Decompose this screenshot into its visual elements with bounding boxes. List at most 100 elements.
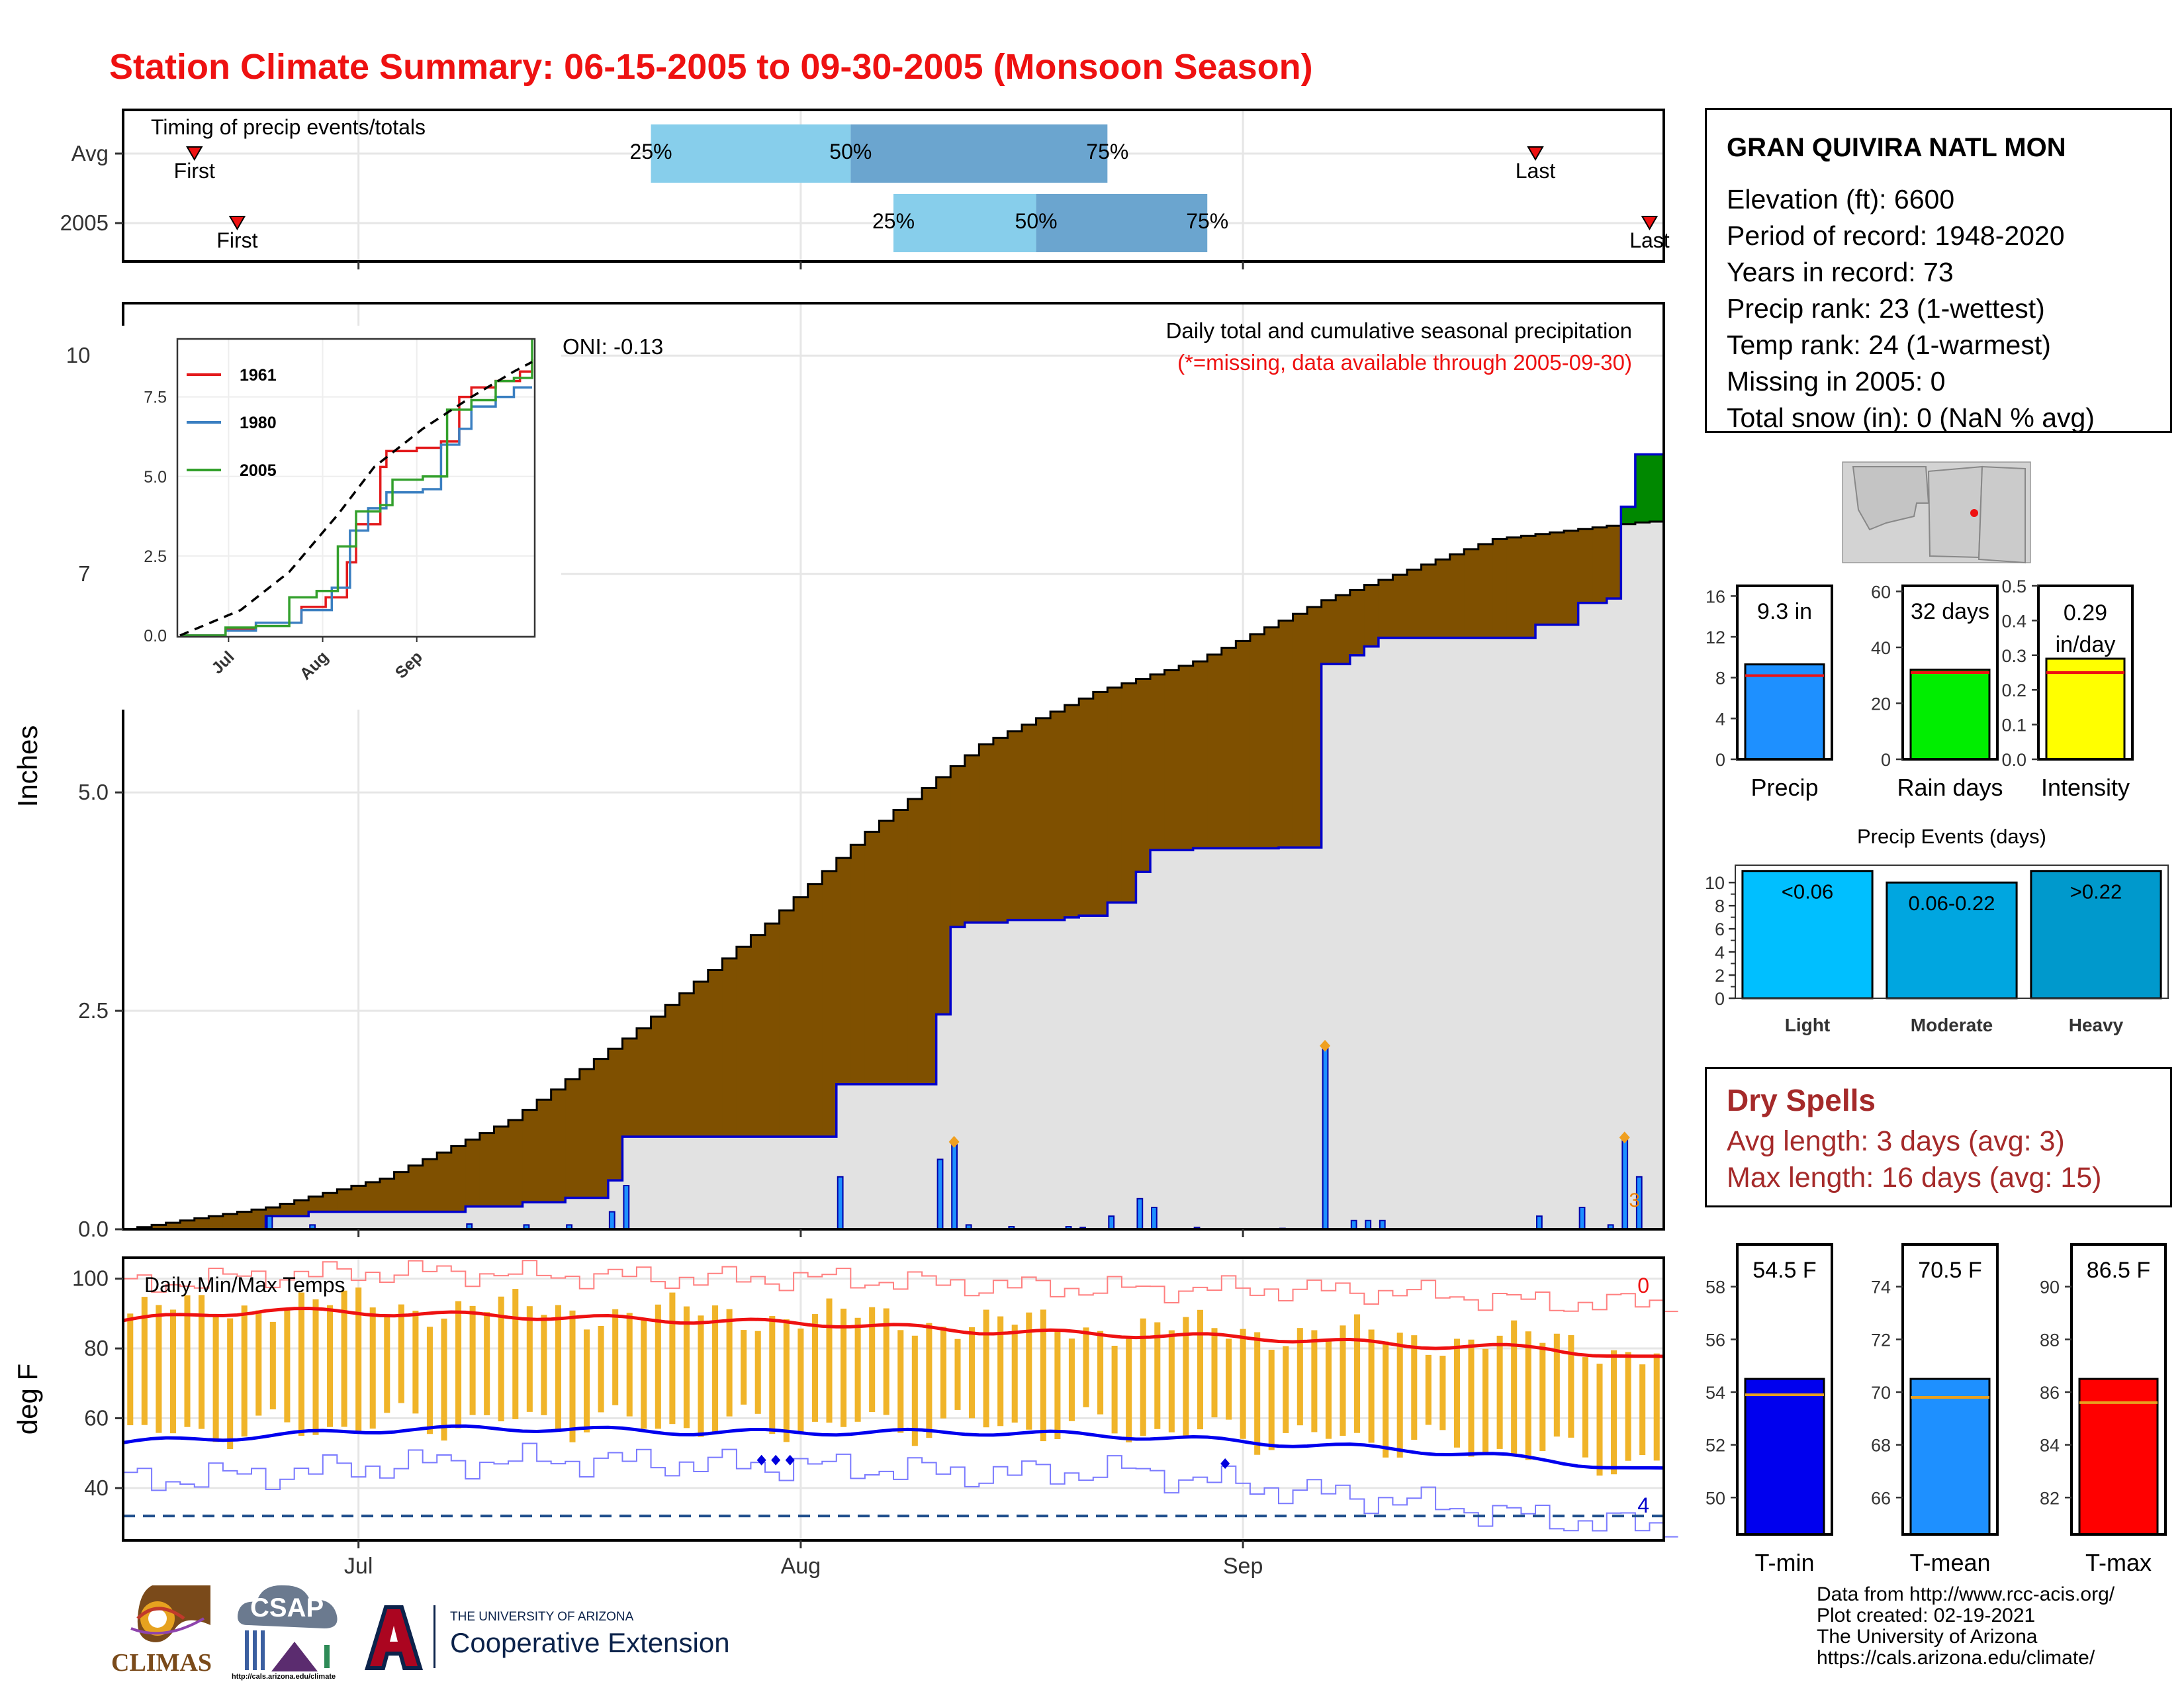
daily-temp-range-bar [441, 1318, 447, 1441]
season-total-value-label: 0.29 [2064, 600, 2107, 626]
deficit-area [422, 1158, 438, 1212]
season-total-ytick-label: 40 [1871, 638, 1891, 658]
precip-events-ytick-label: 4 [1715, 943, 1725, 962]
season-total-ytick-label: 0.5 [2001, 577, 2026, 596]
daily-temp-range-bar [1040, 1309, 1046, 1442]
cumulative-base-area [1036, 919, 1051, 1229]
deficit-area [779, 910, 794, 1137]
cumulative-base-area [722, 1137, 737, 1229]
cumulative-base-area [394, 1211, 409, 1229]
cumulative-base-area [1136, 872, 1151, 1229]
deficit-area [180, 1220, 195, 1229]
cumulative-base-area [665, 1137, 680, 1229]
deficit-area [308, 1196, 324, 1212]
daily-precip-bar [1578, 1207, 1586, 1231]
deficit-area [1364, 585, 1379, 647]
station-years: Years in record: 73 [1727, 257, 1954, 287]
cumulative-base-area [1592, 602, 1608, 1229]
inset-series-1980 [180, 386, 532, 637]
daily-temp-range-bar [1011, 1325, 1018, 1423]
season-total-ytick-label: 0 [1881, 750, 1891, 770]
cumulative-base-area [565, 1197, 580, 1229]
deficit-area [522, 1109, 537, 1203]
quartile-bar-50-75 [850, 124, 1108, 183]
surplus-area [1649, 454, 1664, 522]
daily-temp-range-bar [897, 1330, 904, 1433]
cumulative-base-area [807, 1137, 823, 1229]
station-missing: Missing in 2005: 0 [1727, 366, 1946, 397]
cumulative-base-area [579, 1197, 595, 1229]
daily-temp-range-bar [741, 1330, 747, 1405]
deficit-area [893, 810, 909, 1084]
climas-logo: CLIMAS [111, 1579, 217, 1685]
deficit-area [836, 858, 852, 1084]
deficit-area [594, 1058, 609, 1198]
daily-precip-bar [1136, 1197, 1144, 1231]
cumulative-base-area [850, 1084, 866, 1229]
quartile-label-25: 25% [872, 209, 915, 233]
cumulative-base-area [864, 1084, 880, 1229]
deficit-area [1250, 634, 1265, 849]
deficit-area [222, 1213, 238, 1229]
daily-temp-range-bar [1582, 1357, 1588, 1458]
inset-background [91, 326, 561, 710]
daily-precip-bar [837, 1176, 844, 1230]
deficit-area [1521, 536, 1536, 638]
deficit-area [365, 1182, 381, 1212]
deficit-area [1022, 724, 1037, 920]
deficit-area [1007, 731, 1023, 920]
observed-cumulative-line [123, 453, 1664, 1231]
cumulative-base-area [1378, 637, 1394, 1229]
cumulative-base-area [1050, 919, 1066, 1229]
cumulative-base-area [1221, 848, 1237, 1229]
daily-temp-range-bar [854, 1317, 861, 1422]
ua-small-text: THE UNIVERSITY OF ARIZONA [450, 1610, 634, 1624]
cumulative-base-area [1193, 848, 1208, 1229]
precip-event-bar-label: <0.06 [1782, 880, 1833, 904]
daily-temp-range-bar [184, 1295, 191, 1427]
daily-temp-range-bar [641, 1320, 647, 1429]
daily-temp-range-bar [426, 1327, 433, 1434]
season-total-panel-frame [1736, 585, 1833, 761]
daily-temp-range-bar [983, 1309, 989, 1428]
event-marker-label-last: Last [1516, 159, 1556, 183]
deficit-area [1179, 665, 1194, 851]
deficit-area [351, 1186, 367, 1212]
daily-temp-range-bar [1453, 1338, 1460, 1448]
cumulative-base-area [1492, 637, 1508, 1229]
temp-summary-xlabel: T-mean [1909, 1549, 1990, 1576]
deficit-area [165, 1223, 181, 1229]
cumulative-base-area [993, 922, 1009, 1229]
daily-temp-range-bar [1240, 1329, 1246, 1439]
inset-series-2005 [180, 340, 533, 637]
season-total-ytick-label: 0.4 [2001, 611, 2026, 631]
cumulative-base-area [479, 1206, 495, 1229]
season-total-value-bar [2045, 657, 2126, 761]
daily-temp-range-bar [1140, 1318, 1146, 1436]
deficit-area [1307, 607, 1322, 848]
event-marker-first [186, 146, 203, 161]
deficit-area [651, 1016, 666, 1137]
daily-temp-range-bar [1197, 1309, 1203, 1430]
station-name: GRAN QUIVIRA NATL MON [1727, 133, 2066, 162]
daily-temp-range-bar [469, 1305, 476, 1415]
cumulative-base-area [1464, 637, 1479, 1229]
deficit-area [964, 755, 980, 923]
daily-temp-range-bar [1325, 1338, 1332, 1439]
inset-legend-label: 2005 [240, 461, 277, 480]
timing-row-label: 2005 [60, 211, 109, 235]
precip-event-bar-label: 0.06-0.22 [1909, 892, 1995, 915]
deficit-area [850, 845, 866, 1084]
precip-events-ytick-label: 10 [1705, 873, 1725, 893]
cumulative-base-area [736, 1137, 752, 1229]
daily-precip-bar [608, 1211, 615, 1230]
deficit-area [1449, 554, 1465, 638]
cumulative-base-area [794, 1137, 809, 1229]
daily-temp-range-bar [1283, 1346, 1289, 1433]
season-total-xlabel: Rain days [1897, 774, 2003, 801]
inset-legend-label: 1961 [240, 366, 277, 385]
daily-temp-range-bar [1383, 1341, 1389, 1458]
daily-temp-range-bar [797, 1328, 804, 1433]
cumulative-base-area [1449, 637, 1465, 1229]
daily-precip-bar [623, 1185, 630, 1230]
